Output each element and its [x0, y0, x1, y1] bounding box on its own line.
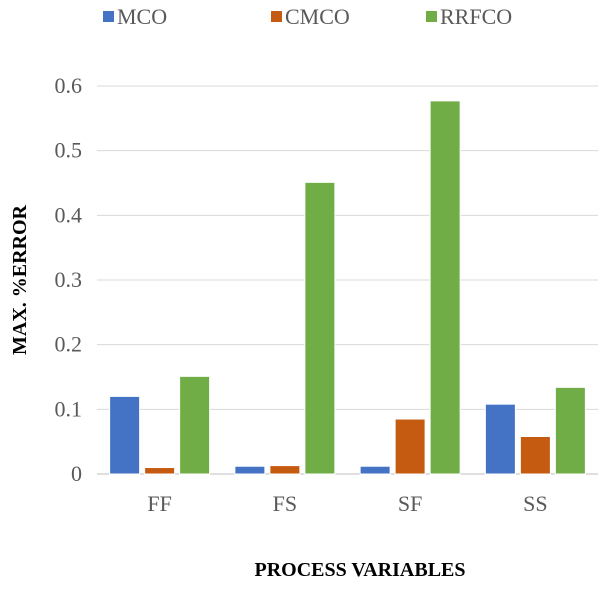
bars — [109, 100, 586, 475]
bar-cmco-sf — [394, 418, 426, 475]
y-axis-ticks: 0 0.1 0.2 0.3 0.4 0.5 0.6 — [55, 73, 83, 486]
bar-mco-ss — [484, 403, 516, 475]
y-axis-title: MAX. %ERROR — [9, 204, 31, 355]
bar-cmco-fs — [269, 465, 301, 475]
legend-swatch-rrfco — [426, 11, 437, 22]
y-tick-label: 0.2 — [55, 332, 83, 357]
legend-label-mco: MCO — [117, 4, 167, 29]
y-tick-label: 0.6 — [55, 73, 83, 98]
x-axis-title: PROCESS VARIABLES — [254, 559, 465, 581]
y-tick-label: 0.5 — [55, 138, 83, 163]
y-tick-label: 0 — [71, 461, 82, 486]
bar-rrfco-ss — [554, 386, 586, 475]
y-tick-label: 0.1 — [55, 396, 83, 421]
bar-cmco-ff — [144, 467, 176, 475]
gridlines — [97, 85, 598, 475]
legend-label-rrfco: RRFCO — [440, 4, 512, 29]
legend: MCO CMCO RRFCO — [103, 4, 512, 29]
bar-rrfco-sf — [429, 100, 461, 475]
x-tick-label: SF — [398, 491, 422, 516]
x-tick-label: FF — [147, 491, 171, 516]
x-tick-label: FS — [273, 491, 297, 516]
x-axis-ticks: FF FS SF SS — [147, 491, 547, 516]
bar-rrfco-fs — [304, 181, 336, 475]
legend-label-cmco: CMCO — [285, 4, 350, 29]
bar-rrfco-ff — [179, 375, 211, 475]
bar-mco-sf — [359, 465, 391, 475]
y-tick-label: 0.4 — [55, 202, 83, 227]
bar-cmco-ss — [519, 435, 551, 475]
y-tick-label: 0.3 — [55, 267, 83, 292]
bar-mco-fs — [234, 465, 266, 475]
legend-swatch-mco — [103, 11, 114, 22]
legend-swatch-cmco — [271, 11, 282, 22]
x-tick-label: SS — [523, 491, 547, 516]
bar-mco-ff — [109, 395, 141, 475]
